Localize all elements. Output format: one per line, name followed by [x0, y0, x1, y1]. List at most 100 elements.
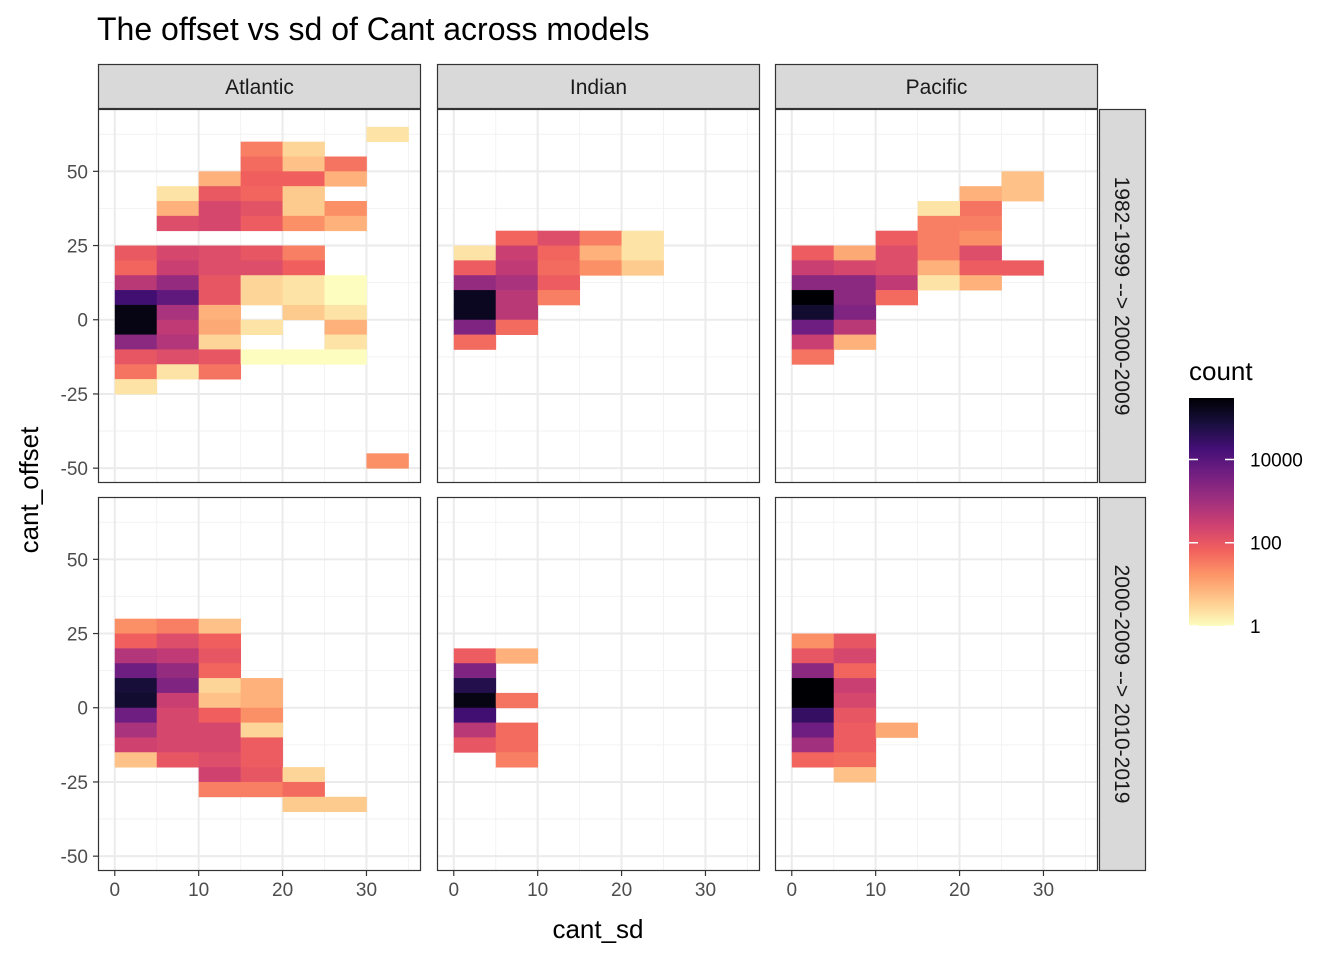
heatmap-tile [114, 245, 158, 261]
heatmap-tile [114, 618, 158, 634]
heatmap-tile [282, 260, 325, 276]
heatmap-tile [791, 304, 835, 321]
heatmap-tile [1001, 171, 1044, 187]
heatmap-tile [198, 722, 242, 738]
heatmap-tile [198, 290, 242, 306]
heatmap-tile [114, 692, 158, 709]
x-tick-label: 10 [865, 880, 886, 901]
heatmap-tile [833, 663, 877, 679]
heatmap-tile [791, 290, 835, 306]
heatmap-tile [833, 304, 877, 321]
heatmap-tile [579, 245, 622, 261]
heatmap-tile [833, 737, 877, 753]
heatmap-tile [114, 379, 158, 395]
heatmap-tile [240, 215, 283, 232]
facet-strip-label: Atlantic [225, 76, 294, 99]
heatmap-tile [240, 201, 283, 217]
heatmap-tile [324, 334, 367, 350]
heatmap-tile [791, 275, 835, 291]
heatmap-tile [917, 245, 960, 261]
heatmap-tile [833, 752, 877, 768]
heatmap-tile [240, 171, 283, 187]
heatmap-tile [1001, 186, 1044, 202]
y-tick-label: -50 [61, 459, 88, 480]
facet-strip [1098, 496, 1147, 872]
heatmap-tile [198, 663, 242, 679]
heatmap-tile [114, 752, 158, 768]
heatmap-tile [156, 201, 200, 217]
heatmap-tile [114, 275, 158, 291]
panel-border [774, 496, 1099, 872]
heatmap-tile [917, 275, 960, 291]
heatmap-tile [240, 156, 283, 172]
heatmap-tile [453, 678, 497, 694]
heatmap-tile [114, 364, 158, 380]
heatmap-tile [959, 275, 1002, 291]
heatmap-tile [114, 678, 158, 694]
y-tick-label: 0 [77, 699, 88, 720]
heatmap-tile [240, 141, 283, 157]
heatmap-tile [282, 304, 325, 321]
heatmap-tile [875, 290, 919, 306]
heatmap-tile [156, 260, 200, 276]
heatmap-tile [366, 453, 409, 469]
heatmap-tile [495, 692, 539, 709]
heatmap-tile [240, 260, 283, 276]
heatmap-tile [791, 692, 835, 709]
heatmap-tile [156, 186, 200, 202]
heatmap-tile [282, 186, 325, 202]
heatmap-tile [537, 230, 581, 246]
panel-indian-row-2 [436, 496, 761, 872]
x-tick-label: 0 [448, 880, 459, 901]
heatmap-tile [959, 245, 1002, 261]
heatmap-tile [198, 304, 242, 321]
heatmap-tile [621, 260, 664, 276]
heatmap-tile [959, 201, 1002, 217]
y-tick-label: 50 [67, 162, 88, 183]
heatmap-tile [282, 290, 325, 306]
heatmap-tile [114, 334, 158, 350]
heatmap-tile [240, 678, 283, 694]
heatmap-tile [791, 752, 835, 768]
heatmap-tile [198, 319, 242, 335]
panel-pacific-row-2 [774, 496, 1099, 872]
heatmap-tile [282, 156, 325, 172]
legend-label: 100 [1250, 534, 1282, 555]
heatmap-tile [324, 319, 367, 335]
x-tick-label: 0 [786, 880, 797, 901]
heatmap-tile [198, 364, 242, 380]
heatmap-tile [282, 215, 325, 232]
panel-pacific-row-1 [774, 108, 1099, 484]
x-tick-label: 20 [611, 880, 632, 901]
panel-atlantic-row-1 [97, 108, 422, 484]
heatmap-tile [791, 663, 835, 679]
heatmap-tile [198, 171, 242, 187]
heatmap-tile [959, 260, 1002, 276]
x-axis-title: cant_sd [552, 914, 643, 944]
heatmap-tile [495, 722, 539, 738]
heatmap-tile [833, 692, 877, 709]
heatmap-tile [833, 767, 877, 783]
heatmap-tile [453, 304, 497, 321]
heatmap-tile [453, 334, 497, 350]
heatmap-tile [621, 245, 664, 261]
heatmap-tile [833, 648, 877, 664]
x-tick-label: 10 [188, 880, 209, 901]
heatmap-tile [114, 633, 158, 649]
heatmap-tile [495, 290, 539, 306]
legend-colorbar [1189, 398, 1234, 626]
heatmap-tile [156, 215, 200, 232]
heatmap-tile [240, 752, 283, 768]
heatmap-tile [198, 245, 242, 261]
heatmap-tile [453, 692, 497, 709]
heatmap-tile [453, 737, 497, 753]
heatmap-tile [282, 781, 325, 798]
panel-border [436, 496, 761, 872]
heatmap-tile [198, 201, 242, 217]
heatmap-tile [198, 215, 242, 232]
heatmap-tile [114, 722, 158, 738]
x-tick-label: 30 [695, 880, 716, 901]
heatmap-tile [791, 260, 835, 276]
heatmap-tile [324, 171, 367, 187]
heatmap-tile [917, 260, 960, 276]
